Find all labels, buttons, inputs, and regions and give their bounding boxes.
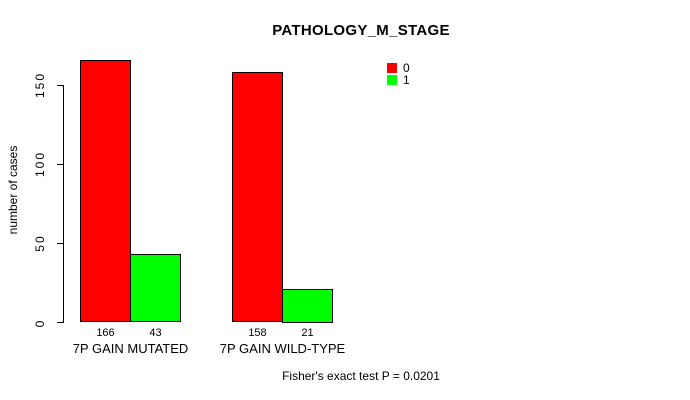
y-axis-tick <box>57 163 63 165</box>
bar-value-label: 43 <box>149 327 162 339</box>
bar-7p-gain-wild-type-series-0 <box>232 72 283 323</box>
category-label: 7P GAIN WILD-TYPE <box>219 341 346 356</box>
y-tick-label: 50 <box>33 234 47 253</box>
legend-label: 1 <box>403 73 410 87</box>
chart-title: PATHOLOGY_M_STAGE <box>272 22 450 39</box>
legend-row: 1 <box>387 73 410 87</box>
y-axis-tick <box>57 84 63 86</box>
y-axis-line <box>63 85 64 323</box>
y-tick-label: 100 <box>33 151 47 178</box>
legend-label: 0 <box>403 61 410 75</box>
legend-color-swatch <box>387 75 397 85</box>
y-tick-label: 0 <box>33 318 47 327</box>
legend-color-swatch <box>387 63 397 73</box>
bar-7p-gain-wild-type-series-1 <box>282 289 333 323</box>
bar-7p-gain-mutated-series-0 <box>80 59 131 323</box>
bar-value-label: 166 <box>96 327 115 339</box>
y-tick-label: 150 <box>33 71 47 99</box>
stat-annotation: Fisher's exact test P = 0.0201 <box>282 369 440 383</box>
bar-value-label: 21 <box>301 327 314 339</box>
category-label: 7P GAIN MUTATED <box>72 341 189 356</box>
bar-7p-gain-mutated-series-1 <box>130 254 181 323</box>
legend-row: 0 <box>387 61 410 75</box>
y-axis-tick <box>57 242 63 244</box>
y-axis-tick <box>57 322 63 323</box>
bar-value-label: 158 <box>248 327 267 339</box>
y-axis-title: number of cases <box>6 145 20 235</box>
